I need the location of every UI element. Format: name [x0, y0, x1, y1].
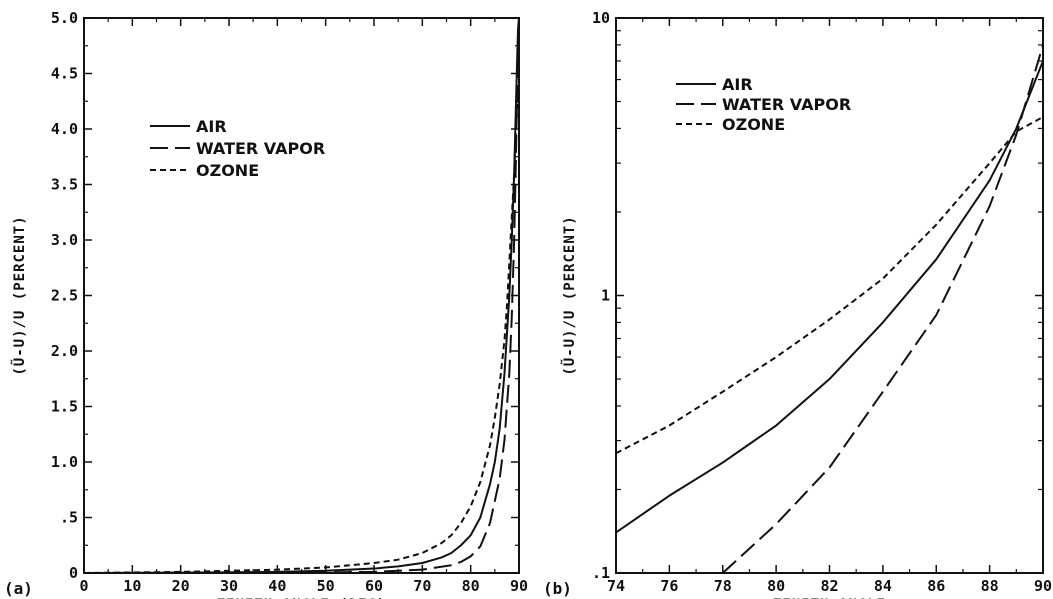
x-tick-label: 20 — [172, 577, 190, 595]
x-tick-label: 78 — [714, 577, 732, 595]
legend-label: AIR — [722, 75, 753, 94]
y-tick-label: 1 — [601, 287, 610, 305]
series-line-water-vapor — [84, 18, 519, 573]
series-line-water-vapor — [722, 44, 1043, 573]
x-tick-label: 40 — [268, 577, 286, 595]
x-tick-label: 88 — [981, 577, 999, 595]
legend: AIR WATER VAPOR OZONE — [150, 117, 325, 180]
x-tick-label: 74 — [607, 577, 625, 595]
x-tick-label: 82 — [820, 577, 838, 595]
x-tick-label: 70 — [413, 577, 431, 595]
series-line-air — [616, 60, 1043, 534]
y-tick-label: 2.5 — [51, 287, 78, 305]
y-tick-label: 1.5 — [51, 398, 78, 416]
chart-panel-b: 74 76 78 80 82 84 86 88 90 .1 1 10 ZENITH ANGLE (Ũ-U)… — [543, 9, 1052, 599]
x-tick-label: 60 — [365, 577, 383, 595]
chart-panel-a: 0 10 20 30 40 50 60 70 80 90 0 .5 1.0 1.5 2.0 2.5 3.0 3.5… — [4, 9, 528, 599]
series-line-ozone — [84, 84, 519, 573]
legend-label: OZONE — [722, 115, 785, 134]
series-line-ozone — [616, 116, 1043, 455]
x-tick-label: 76 — [660, 577, 678, 595]
y-tick-label: 5.0 — [51, 9, 78, 27]
plot-frame — [83, 17, 520, 574]
x-tick-label: 50 — [317, 577, 335, 595]
x-tick-label: 80 — [767, 577, 785, 595]
x-axis-title: ZENITH ANGLE (DEG) — [217, 597, 387, 599]
x-tick-label: 84 — [874, 577, 892, 595]
series-group — [616, 44, 1043, 573]
x-tick-label: 0 — [79, 577, 88, 595]
x-axis-title: ZENITH ANGLE — [773, 597, 886, 599]
panel-label: (b) — [543, 579, 572, 598]
y-tick-label: 4.0 — [51, 120, 78, 138]
legend-label: WATER VAPOR — [196, 139, 325, 158]
y-tick-label: 2.0 — [51, 342, 78, 360]
legend-label: WATER VAPOR — [722, 95, 851, 114]
series-line-air — [84, 18, 519, 573]
x-tick-label: 10 — [123, 577, 141, 595]
y-axis-title: (Ũ-U)/U (PERCENT) — [10, 215, 28, 375]
legend-label: OZONE — [196, 161, 259, 180]
y-tick-label: 3.5 — [51, 176, 78, 194]
y-tick-label: 3.0 — [51, 231, 78, 249]
y-tick-label: 1.0 — [51, 453, 78, 471]
y-tick-label: .1 — [592, 564, 610, 582]
y-tick-label: .5 — [60, 509, 78, 527]
y-tick-label: 10 — [592, 9, 610, 27]
y-tick-label: 4.5 — [51, 65, 78, 83]
y-axis-title: (Ũ-U)/U (PERCENT) — [560, 215, 578, 375]
series-group — [84, 18, 519, 573]
x-tick-label: 90 — [1034, 577, 1052, 595]
x-tick-label: 30 — [220, 577, 238, 595]
x-tick-label: 86 — [927, 577, 945, 595]
x-tick-label: 90 — [510, 577, 528, 595]
x-tick-label: 80 — [462, 577, 480, 595]
panel-label: (a) — [4, 579, 33, 598]
y-tick-label: 0 — [69, 564, 78, 582]
legend-label: AIR — [196, 117, 227, 136]
